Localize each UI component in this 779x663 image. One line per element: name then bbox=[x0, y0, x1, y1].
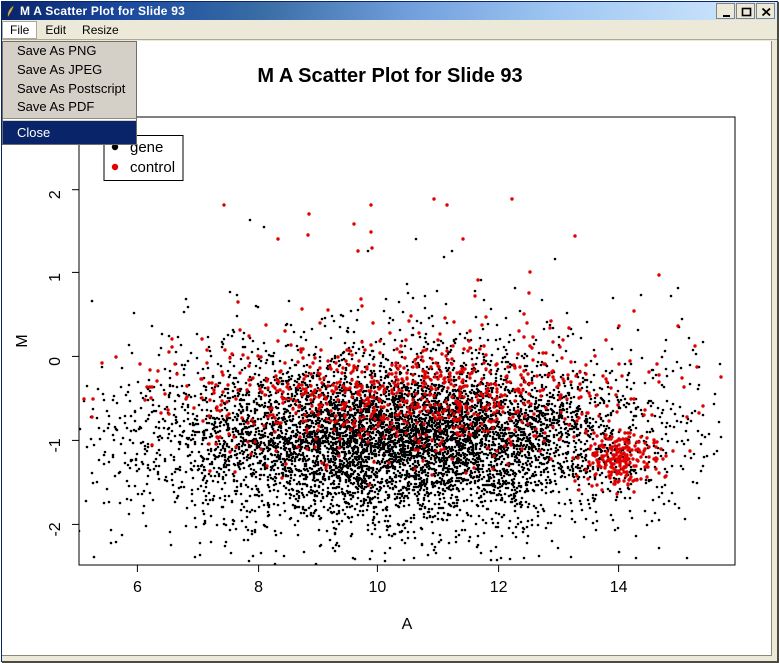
svg-text:12: 12 bbox=[490, 579, 508, 596]
svg-text:-2: -2 bbox=[47, 522, 64, 536]
svg-text:M A Scatter Plot for Slide 93: M A Scatter Plot for Slide 93 bbox=[257, 65, 522, 87]
svg-text:10: 10 bbox=[369, 579, 387, 596]
svg-text:A: A bbox=[402, 616, 413, 633]
svg-text:-1: -1 bbox=[47, 438, 64, 452]
svg-text:2: 2 bbox=[47, 190, 64, 199]
svg-text:M: M bbox=[14, 334, 31, 347]
svg-text:6: 6 bbox=[133, 579, 142, 596]
svg-text:0: 0 bbox=[47, 357, 64, 366]
svg-text:control: control bbox=[130, 159, 175, 176]
svg-text:1: 1 bbox=[47, 273, 64, 282]
svg-text:8: 8 bbox=[254, 579, 263, 596]
svg-text:14: 14 bbox=[610, 579, 628, 596]
